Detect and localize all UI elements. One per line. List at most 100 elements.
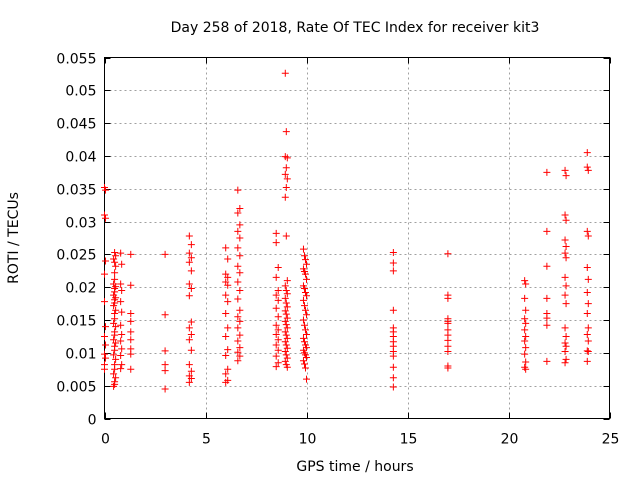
grid xyxy=(104,57,610,419)
data-point xyxy=(283,154,291,162)
data-point xyxy=(118,330,126,338)
data-point xyxy=(118,260,126,268)
data-point xyxy=(562,254,570,262)
data-point xyxy=(185,324,193,332)
data-point xyxy=(274,326,282,334)
data-point xyxy=(389,306,397,314)
data-point xyxy=(562,243,570,251)
data-point xyxy=(389,248,397,256)
data-point xyxy=(222,370,230,378)
data-point xyxy=(272,291,280,299)
data-point xyxy=(562,172,570,180)
x-tick-label: 15 xyxy=(400,432,418,448)
data-point xyxy=(389,352,397,360)
data-point xyxy=(187,241,195,249)
data-point xyxy=(236,306,244,314)
data-point xyxy=(111,248,119,256)
data-point xyxy=(444,319,452,327)
data-point xyxy=(389,374,397,382)
data-point xyxy=(224,255,232,263)
data-point xyxy=(187,254,195,262)
data-point xyxy=(110,382,118,390)
data-point xyxy=(521,315,529,323)
data-point xyxy=(300,321,308,329)
data-point xyxy=(584,324,592,332)
data-point xyxy=(561,291,569,299)
data-point xyxy=(161,367,169,375)
data-point xyxy=(562,332,570,340)
data-point xyxy=(111,331,119,339)
data-point xyxy=(161,250,169,258)
data-point xyxy=(102,354,110,362)
data-point xyxy=(224,281,232,289)
data-point xyxy=(389,383,397,391)
data-point xyxy=(236,344,244,352)
data-point xyxy=(161,385,169,393)
data-point xyxy=(281,357,289,365)
data-point xyxy=(111,275,119,283)
data-point xyxy=(281,193,289,201)
data-point xyxy=(300,338,308,346)
data-point xyxy=(274,313,282,321)
data-point xyxy=(161,311,169,319)
data-point xyxy=(234,324,242,332)
data-point xyxy=(111,269,119,277)
data-point xyxy=(584,275,592,283)
data-point xyxy=(112,355,120,363)
y-tick-label: 0.035 xyxy=(56,183,96,199)
data-point xyxy=(444,364,452,372)
data-point xyxy=(234,313,242,321)
data-point xyxy=(185,361,193,369)
data-point xyxy=(101,298,108,306)
data-point xyxy=(561,166,569,174)
data-point xyxy=(301,288,309,296)
data-point xyxy=(185,336,193,344)
data-points xyxy=(101,69,592,393)
data-point xyxy=(272,273,280,281)
data-point xyxy=(562,355,570,363)
data-point xyxy=(111,288,119,296)
data-point xyxy=(583,149,591,157)
data-point xyxy=(281,282,289,290)
y-tick-label: 0.005 xyxy=(56,380,96,396)
data-point xyxy=(561,236,569,244)
data-point xyxy=(111,315,119,323)
data-point xyxy=(127,309,135,317)
data-point xyxy=(274,336,282,344)
data-point xyxy=(522,332,530,340)
data-point xyxy=(112,306,120,314)
data-point xyxy=(102,341,110,349)
data-point xyxy=(234,348,242,356)
data-point xyxy=(236,252,244,260)
data-point xyxy=(101,365,108,373)
data-point xyxy=(521,326,529,334)
data-point xyxy=(303,275,310,283)
data-point xyxy=(303,330,310,338)
data-point xyxy=(281,328,289,336)
data-point xyxy=(282,128,290,136)
data-point xyxy=(222,332,230,340)
data-point xyxy=(301,270,309,278)
data-point xyxy=(583,357,591,365)
y-axis-label: ROTI / TECUs xyxy=(6,192,22,284)
data-point xyxy=(282,299,290,307)
data-point xyxy=(112,374,120,382)
data-point xyxy=(444,348,452,356)
data-point xyxy=(187,367,195,375)
data-point xyxy=(112,323,120,331)
y-tick-label: 0.015 xyxy=(56,314,96,330)
data-point xyxy=(272,341,280,349)
data-point xyxy=(234,357,242,365)
data-point xyxy=(561,211,569,219)
data-point xyxy=(102,257,110,265)
data-point xyxy=(272,352,280,360)
data-point xyxy=(101,332,108,340)
y-tick-label: 0.04 xyxy=(65,150,96,166)
data-point xyxy=(117,298,125,306)
data-point xyxy=(127,350,135,358)
data-point xyxy=(583,288,591,296)
data-point xyxy=(236,221,244,229)
data-point xyxy=(236,234,244,242)
y-tick-label: 0.02 xyxy=(65,281,96,297)
data-point xyxy=(101,350,108,358)
